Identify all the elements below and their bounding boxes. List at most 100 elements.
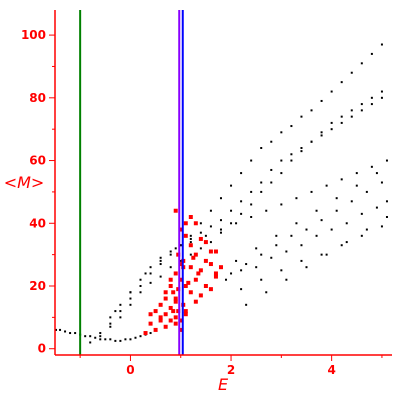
data-point [139,291,142,294]
data-point [310,109,313,112]
data-point [320,219,323,222]
data-point [189,234,192,237]
data-point [219,228,222,231]
data-point-highlight [183,309,188,314]
data-point [240,172,243,175]
data-point [89,335,92,338]
data-point [74,332,77,335]
data-point-highlight [198,268,203,273]
data-point [380,90,383,93]
data-point-highlight [163,296,168,301]
data-point [109,325,112,328]
data-point [270,140,273,143]
data-point [114,339,117,342]
data-point [169,250,172,253]
data-point [330,128,333,131]
data-point-highlight [178,262,183,267]
data-point [119,339,122,342]
data-point [285,278,288,281]
data-point [169,266,172,269]
data-point [280,203,283,206]
data-point [260,253,263,256]
data-point [189,253,192,256]
data-point-highlight [208,287,213,292]
data-point [119,310,122,313]
data-point [230,272,233,275]
data-point-highlight [173,208,178,213]
data-point [99,338,102,341]
data-point [119,303,122,306]
data-point [370,96,373,99]
y-tick-label: 100 [21,28,46,42]
data-point-highlight [173,321,178,326]
data-point [189,237,192,240]
data-point [149,332,152,335]
data-point [320,131,323,134]
data-point [240,212,243,215]
data-point [124,338,127,341]
data-point-highlight [153,309,158,314]
data-point [290,153,293,156]
data-point [315,209,318,212]
data-point [114,310,117,313]
data-point [189,241,192,244]
data-point-highlight [148,312,153,317]
data-point-highlight [188,265,193,270]
data-point [275,234,278,237]
data-point [129,303,132,306]
data-point [295,222,298,225]
data-point-highlight [198,236,203,241]
data-point [345,241,348,244]
data-point [300,115,303,118]
data-point [355,172,358,175]
data-point-highlight [163,290,168,295]
data-point [330,90,333,93]
data-point-highlight [176,309,181,314]
data-point-highlight [176,252,181,257]
data-point [159,275,162,278]
data-point [280,172,283,175]
data-point [149,266,152,269]
data-point [64,330,67,333]
data-point-highlight [203,258,208,263]
data-point-highlight [171,309,176,314]
data-point-highlight [148,321,153,326]
data-point-highlight [163,312,168,317]
data-point [290,159,293,162]
data-point-highlight [173,299,178,304]
data-point-highlight [193,252,198,257]
data-point-highlight [143,331,148,336]
data-point [370,165,373,168]
data-point [350,200,353,203]
y-tick-label: 80 [29,91,46,105]
data-point [380,181,383,184]
data-point [139,335,142,338]
data-point-highlight [173,296,178,301]
data-point-highlight [213,249,218,254]
data-point-highlight [168,305,173,310]
data-point [89,341,92,344]
data-point [370,52,373,55]
data-point [159,259,162,262]
data-point [169,253,172,256]
data-point-highlight [188,290,193,295]
data-point-highlight [183,233,188,238]
data-point [109,338,112,341]
data-point-highlight [183,312,188,317]
data-point-highlight [193,221,198,226]
data-point [295,197,298,200]
data-point [255,247,258,250]
data-point [219,219,222,222]
data-point [330,228,333,231]
data-point-highlight [183,284,188,288]
data-point [350,71,353,74]
data-point [385,159,388,162]
data-point [240,288,243,291]
data-point [55,328,57,331]
data-point [209,225,212,228]
data-point [365,190,368,193]
data-point [129,338,132,341]
data-point [219,197,222,200]
data-point-highlight [171,290,176,295]
